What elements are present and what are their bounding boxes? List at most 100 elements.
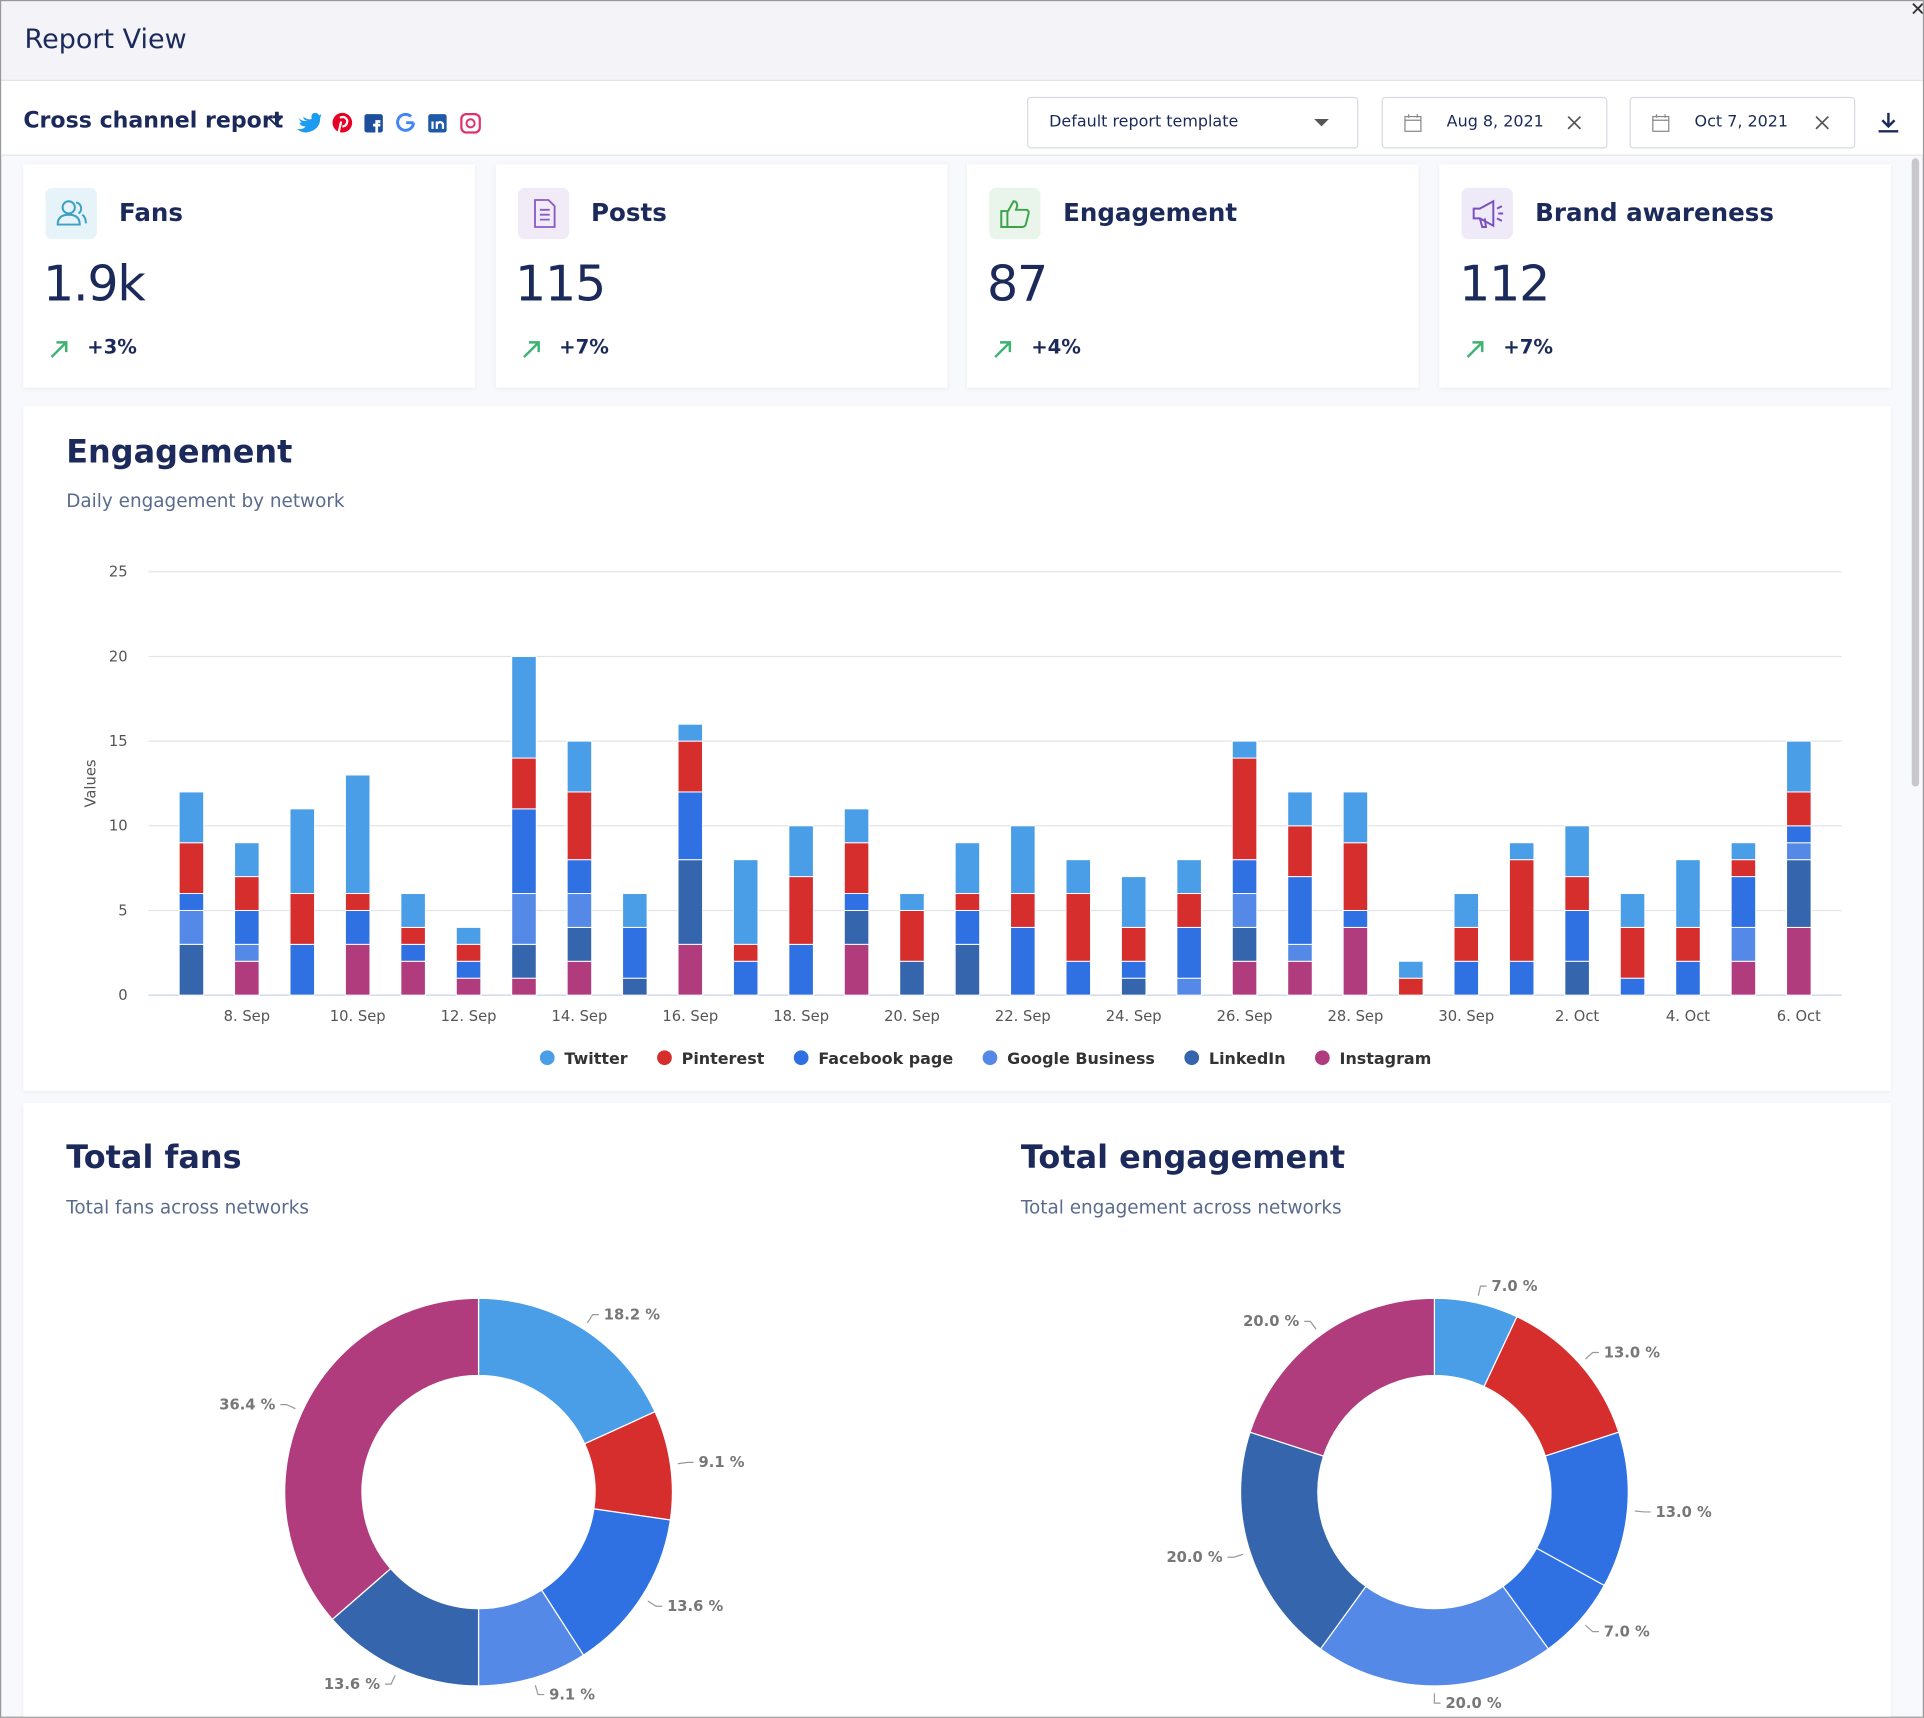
bar-segment (1065, 893, 1092, 962)
label-connector (586, 1313, 599, 1324)
label-connector (384, 1674, 396, 1685)
legend-marker (1184, 1050, 1200, 1066)
bar-segment (788, 876, 814, 945)
bar-segment (178, 909, 205, 945)
kpi-value: 115 (514, 256, 606, 313)
y-axis-title: Values (83, 759, 100, 807)
bar-segment (732, 960, 759, 996)
kpi-card: Fans 1.9k +3% (23, 164, 475, 388)
label-connector (677, 1461, 694, 1465)
x-tick-label: 2. Oct (1555, 1008, 1599, 1025)
kpi-icon (989, 187, 1042, 240)
bar-segment (511, 977, 537, 996)
end-date-text: Oct 7, 2021 (1694, 112, 1789, 132)
bar-segment (1342, 842, 1369, 911)
x-tick-label: 4. Oct (1666, 1008, 1710, 1025)
bar-segment (1786, 842, 1812, 861)
bar-segment (1231, 859, 1258, 895)
x-tick-label: 12. Sep (441, 1008, 497, 1025)
legend-marker (539, 1050, 555, 1066)
bar-segment (566, 791, 593, 861)
trend-arrow (50, 341, 68, 358)
y-tick-label: 10 (109, 818, 128, 835)
x-tick-label: 30. Sep (1438, 1008, 1494, 1025)
bar-segment (1730, 960, 1757, 996)
bar-segment (400, 893, 426, 928)
bar-segment (954, 842, 981, 895)
chart-title: Engagement (66, 433, 292, 471)
bar-segment (289, 943, 316, 996)
bar-segment (843, 909, 870, 945)
bar-segment (1176, 977, 1202, 996)
bar-segment (344, 909, 371, 945)
data-label: 9.1 % (549, 1686, 595, 1703)
kpi-icon (1461, 187, 1514, 240)
kpi-card: Posts 115 +7% (495, 164, 947, 388)
kpi-label: Brand awareness (1535, 197, 1774, 228)
kpi-change: +4% (1031, 334, 1081, 359)
bar-segment (1786, 926, 1812, 996)
clear-button[interactable] (1815, 115, 1830, 130)
label-connector (1634, 1510, 1651, 1513)
bar-segment (954, 893, 981, 911)
kpi-label: Posts (591, 197, 667, 228)
dropdown-icon[interactable] (266, 115, 283, 127)
kpi-value: 112 (1459, 256, 1550, 313)
clear-button[interactable] (1567, 115, 1582, 130)
close-button[interactable] (1911, 1, 1924, 16)
bar-segment (677, 791, 704, 861)
scrollbar[interactable] (1911, 158, 1920, 787)
instagram-icon (460, 113, 481, 134)
bar-segment (566, 960, 593, 996)
chart-subtitle: Daily engagement by network (66, 491, 345, 512)
bar-segment (511, 655, 537, 759)
calendar-icon (1652, 114, 1670, 132)
bar-segment (843, 808, 870, 844)
bar-segment (677, 740, 704, 793)
bar-segment (1564, 825, 1590, 878)
bar-segment (1453, 893, 1480, 928)
bar-segment (1564, 960, 1590, 996)
x-tick-label: 18. Sep (773, 1008, 829, 1025)
donut-chart: Total fans Total fans across networks 18.2… (65, 1138, 744, 1703)
twitter-icon (296, 112, 322, 133)
label-connector (280, 1404, 296, 1410)
x-tick-label: 22. Sep (995, 1008, 1051, 1025)
bar-segment (1342, 926, 1369, 996)
data-label: 20.0 % (1445, 1695, 1501, 1712)
x-tick-label: 26. Sep (1217, 1008, 1273, 1025)
bar-segment (289, 893, 316, 945)
download-button[interactable] (1876, 110, 1901, 135)
report-selector[interactable]: Cross channel report (23, 107, 284, 134)
bar-segment (622, 926, 648, 979)
start-date[interactable]: Aug 8, 2021 (1381, 96, 1608, 149)
legend-label: Google Business (1007, 1049, 1155, 1068)
bar-segment (1065, 960, 1092, 996)
legend-marker (982, 1050, 998, 1066)
bar-segment (1231, 926, 1258, 962)
start-date-text: Aug 8, 2021 (1446, 112, 1544, 132)
bar-segment (1176, 926, 1202, 979)
bar-segment (1398, 977, 1424, 996)
bar-segment (843, 842, 870, 895)
y-tick-label: 15 (109, 733, 128, 750)
template-select[interactable]: Default report template (1027, 96, 1359, 149)
trend-arrow (1466, 341, 1484, 358)
bar-segment (344, 893, 371, 911)
data-label: 13.6 % (324, 1676, 380, 1693)
end-date[interactable]: Oct 7, 2021 (1629, 96, 1856, 149)
bar-segment (1231, 960, 1258, 996)
bar-segment (1231, 893, 1258, 928)
label-connector (534, 1684, 545, 1696)
donut-chart: Total engagement Total engagement across … (1020, 1138, 1712, 1712)
kpi-value: 1.9k (42, 256, 146, 313)
legend-marker (1315, 1050, 1330, 1066)
kpi-icon (45, 187, 97, 240)
bar-segment (178, 943, 205, 996)
bar-segment (1176, 859, 1202, 895)
bar-segment (1453, 960, 1480, 996)
bar-segment (899, 960, 925, 996)
bar-segment (455, 977, 482, 996)
bar-segment (1120, 876, 1147, 928)
chart-subtitle: Total fans across networks (65, 1198, 309, 1219)
